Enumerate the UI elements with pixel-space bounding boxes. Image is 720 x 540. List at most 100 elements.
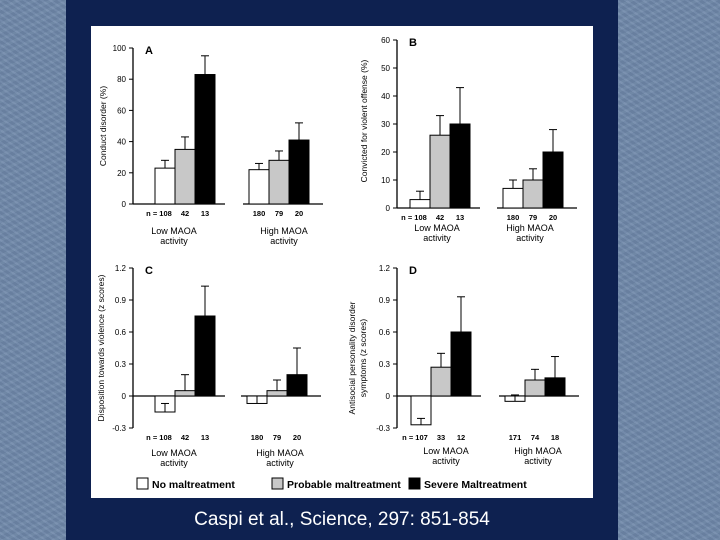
n-label: 13 — [456, 213, 464, 222]
y-axis-label: Antisocial personality disorder — [347, 301, 357, 414]
y-tick-label: 30 — [381, 120, 390, 129]
group-label: activity — [270, 236, 298, 246]
panel-letter: B — [409, 37, 417, 49]
group-label: Low MAOA — [151, 226, 197, 236]
n-label: 42 — [436, 213, 444, 222]
bar — [430, 366, 452, 397]
n-label: 79 — [529, 213, 537, 222]
group-label: High MAOA — [506, 223, 554, 233]
chart-panel-a: 0 20 40 60 80 100 A Conduct disorder (%) n = 108… — [98, 44, 323, 246]
group-label: High MAOA — [260, 226, 308, 236]
y-tick-label: 0 — [386, 204, 391, 213]
group-label: activity — [423, 233, 451, 243]
y-tick-label: 40 — [381, 92, 390, 101]
group-label: Low MAOA — [414, 223, 460, 233]
chart-panel-c: -0.3 0 0.3 0.6 0.9 1.2 C Disposition towards vi… — [96, 264, 321, 468]
n-label: 79 — [275, 209, 283, 218]
group-label: activity — [160, 458, 188, 468]
legend-swatch — [408, 477, 421, 490]
bar — [154, 167, 176, 205]
y-tick-label: 1.2 — [379, 264, 391, 273]
y-tick-label: 10 — [381, 176, 390, 185]
y-axis-label: symptoms (z scores) — [358, 319, 368, 398]
bar — [450, 331, 472, 397]
n-label: 180 — [507, 213, 520, 222]
bar — [542, 151, 564, 209]
y-tick-label: 0.9 — [379, 296, 391, 305]
y-tick-label: 0.3 — [115, 360, 127, 369]
legend-swatch — [271, 477, 284, 490]
n-label: 18 — [551, 433, 559, 442]
y-tick-label: 20 — [117, 169, 126, 178]
y-tick-label: 1.2 — [115, 264, 127, 273]
n-label: 20 — [295, 209, 303, 218]
n-label: 20 — [293, 433, 301, 442]
y-tick-label: 20 — [381, 148, 390, 157]
y-tick-label: 0 — [122, 392, 127, 401]
n-label: n = 108 — [146, 433, 172, 442]
bar — [449, 123, 471, 209]
legend-label: No maltreatment — [152, 479, 235, 491]
n-label: 171 — [509, 433, 522, 442]
y-tick-label: 60 — [117, 106, 126, 115]
group-label: activity — [524, 456, 552, 466]
slide: 0 20 40 60 80 100 A Conduct disorder (%) n = 108… — [66, 0, 618, 540]
y-axis-label: Convicted for violent offense (%) — [359, 59, 369, 182]
n-label: 20 — [549, 213, 557, 222]
bar — [174, 148, 196, 205]
y-tick-label: 0.6 — [379, 328, 391, 337]
chart-panel-d: -0.3 0 0.3 0.6 0.9 1.2 D Antisocial personality… — [347, 264, 579, 466]
group-label: activity — [432, 456, 460, 466]
group-label: Low MAOA — [423, 446, 469, 456]
bar — [429, 134, 451, 209]
citation-caption: Caspi et al., Science, 297: 851-854 — [194, 509, 490, 530]
bar — [524, 379, 546, 397]
panel-letter: D — [409, 265, 417, 277]
group-label: High MAOA — [256, 448, 304, 458]
group-label: activity — [266, 458, 294, 468]
panel-letter: A — [145, 45, 153, 57]
figure-panel: 0 20 40 60 80 100 A Conduct disorder (%) n = 108… — [91, 26, 593, 498]
n-label: n = 107 — [402, 433, 428, 442]
n-label: 180 — [253, 209, 266, 218]
legend-label: Severe Maltreatment — [424, 479, 527, 491]
y-tick-label: 50 — [381, 64, 390, 73]
y-tick-label: 0.6 — [115, 328, 127, 337]
legend-label: Probable maltreatment — [287, 479, 401, 491]
y-tick-label: -0.3 — [112, 424, 126, 433]
y-tick-label: 40 — [117, 138, 126, 147]
bar — [194, 74, 216, 205]
y-axis-label: Disposition towards violence (z scores) — [96, 274, 106, 421]
bar — [409, 199, 431, 209]
bar — [248, 169, 270, 205]
y-tick-label: 0.3 — [379, 360, 391, 369]
n-label: 13 — [201, 433, 209, 442]
n-label: 180 — [251, 433, 264, 442]
n-label: n = 108 — [401, 213, 427, 222]
y-tick-label: 0 — [386, 392, 391, 401]
legend: No maltreatment Probable maltreatment Seve… — [136, 477, 527, 491]
y-tick-label: 0.9 — [115, 296, 127, 305]
bar — [194, 315, 216, 397]
bar — [268, 159, 290, 205]
bar — [266, 390, 288, 397]
y-tick-label: 0 — [122, 200, 127, 209]
y-axis-label: Conduct disorder (%) — [98, 86, 108, 166]
group-label: High MAOA — [514, 446, 562, 456]
bar — [544, 377, 566, 397]
bar — [174, 390, 196, 397]
n-label: n = 108 — [146, 209, 172, 218]
group-label: activity — [160, 236, 188, 246]
n-label: 12 — [457, 433, 465, 442]
group-label: activity — [516, 233, 544, 243]
bar — [286, 374, 308, 397]
n-label: 74 — [531, 433, 540, 442]
legend-swatch — [136, 477, 149, 490]
y-tick-label: 60 — [381, 36, 390, 45]
bar — [288, 139, 310, 205]
y-tick-label: 100 — [113, 44, 127, 53]
n-label: 79 — [273, 433, 281, 442]
bar — [522, 179, 544, 209]
y-tick-label: 80 — [117, 75, 126, 84]
